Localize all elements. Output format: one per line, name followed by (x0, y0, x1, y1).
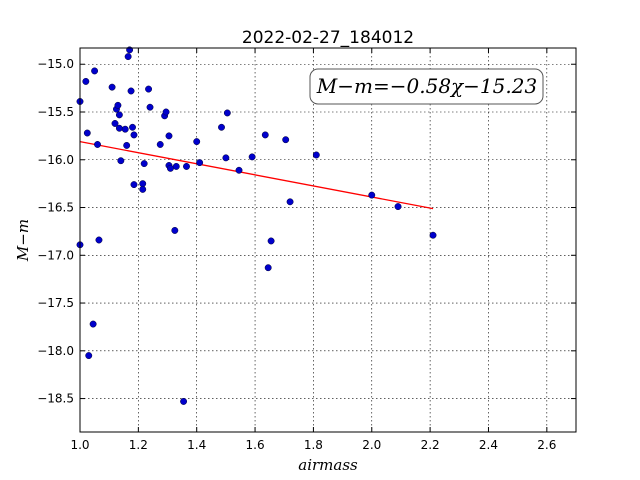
data-point (82, 77, 90, 85)
data-point (267, 237, 275, 245)
chart-title: 2022-02-27_184012 (242, 28, 414, 48)
data-point (156, 141, 164, 148)
data-point (196, 159, 204, 167)
data-point (91, 67, 99, 75)
x-tick-label: 1.6 (246, 438, 265, 452)
y-tick-label: −16.0 (37, 153, 74, 167)
data-point (286, 198, 294, 206)
data-point (165, 132, 173, 140)
data-point (95, 236, 103, 244)
y-tick-label: −17.0 (37, 248, 74, 262)
data-point (218, 123, 225, 131)
data-point (123, 141, 131, 149)
data-point (108, 83, 116, 91)
data-point (223, 109, 231, 117)
data-point (394, 203, 402, 211)
y-axis-label: M−m (14, 219, 32, 262)
data-point (172, 162, 180, 170)
axis-tick-labels: 1.0 1.2 1.4 1.6 1.8 2.0 2.2 2.4 2.6 −15.0 −15.5 −16… (37, 57, 556, 452)
data-point (127, 87, 135, 95)
data-point (115, 124, 123, 132)
data-point (312, 151, 320, 159)
data-point (264, 264, 272, 272)
data-point (180, 397, 188, 405)
data-point (193, 138, 201, 146)
x-tick-label: 1.4 (187, 438, 206, 452)
y-tick-label: −18.5 (37, 392, 74, 406)
annotation-frame (309, 68, 544, 105)
data-point (140, 160, 148, 168)
x-tick-label: 1.0 (70, 438, 89, 452)
data-point (222, 154, 230, 162)
annotation-box: M−m=−0.58χ−15.23 (309, 68, 544, 105)
y-tick-label: −15.5 (37, 105, 74, 119)
x-tick-label: 2.2 (421, 438, 440, 452)
fit-equation: M−m=−0.58χ−15.23 (316, 74, 537, 98)
data-point (83, 129, 91, 137)
data-point (429, 231, 437, 239)
x-tick-label: 2.6 (537, 438, 556, 452)
data-point (248, 153, 256, 161)
grid (79, 48, 576, 432)
data-point (89, 320, 97, 328)
data-point (145, 85, 153, 93)
y-tick-label: −18.0 (37, 344, 74, 358)
data-point (146, 103, 154, 111)
data-point (111, 120, 119, 127)
data-point (129, 123, 136, 131)
x-tick-label: 2.0 (362, 438, 381, 452)
data-point (85, 352, 93, 360)
data-point (139, 180, 147, 188)
data-point (235, 166, 243, 174)
y-tick-label: −17.5 (37, 296, 74, 310)
data-point (166, 164, 174, 172)
x-tick-label: 1.8 (304, 438, 323, 452)
y-tick-label: −16.5 (37, 201, 74, 215)
plot-area (80, 48, 576, 432)
data-point (139, 185, 147, 193)
axis-ticks (79, 48, 576, 432)
x-tick-label: 2.4 (479, 438, 498, 452)
data-point (368, 191, 376, 199)
data-point (117, 157, 125, 165)
data-point (114, 101, 122, 109)
y-tick-label: −15.0 (37, 57, 74, 71)
data-points (76, 46, 437, 405)
data-point (94, 141, 101, 148)
data-point (183, 162, 190, 170)
data-point (130, 181, 138, 189)
x-tick-label: 1.2 (129, 438, 148, 452)
data-point (115, 111, 123, 119)
data-point (162, 108, 170, 116)
data-point (261, 131, 269, 139)
plot-frame (79, 47, 577, 433)
data-point (282, 136, 290, 144)
data-point (121, 125, 129, 133)
data-point (124, 53, 132, 61)
x-axis-label: airmass (298, 456, 358, 474)
data-point (171, 226, 179, 234)
data-point (130, 131, 138, 139)
